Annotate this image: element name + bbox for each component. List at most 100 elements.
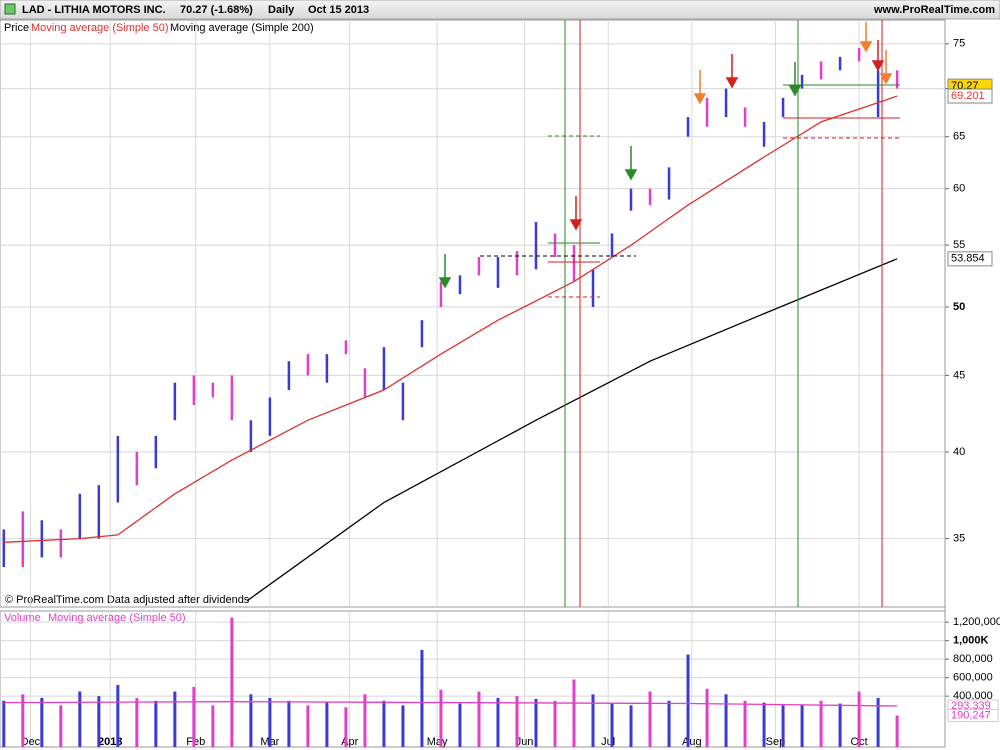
volume-bar <box>325 702 329 747</box>
period: Daily <box>268 4 295 16</box>
volume-bar <box>59 705 63 747</box>
volume-bar <box>401 705 405 747</box>
y-tick-label: 1,200,000 <box>953 616 1000 628</box>
sell-arrow <box>871 40 885 72</box>
x-tick-label: Aug <box>682 736 702 748</box>
volume-bar <box>116 685 120 747</box>
date: Oct 15 2013 <box>308 4 369 16</box>
y-tick-label: 45 <box>953 369 965 381</box>
volume-bar <box>154 700 158 747</box>
buy-arrow <box>624 146 638 181</box>
volume-bar <box>97 696 101 747</box>
price-tag <box>947 88 993 104</box>
chart-title: LAD - LITHIA MOTORS INC. <box>22 4 166 16</box>
price-tag <box>947 251 993 267</box>
legend-price: Price <box>4 22 29 34</box>
y-tick-label: 35 <box>953 533 965 545</box>
last-price: 70.27 (-1.68%) <box>180 4 253 16</box>
legend-ma50: Moving average (Simple 50) <box>31 22 169 34</box>
volume-bar <box>382 700 386 747</box>
legend: Price Moving average (Simple 50) Moving … <box>4 22 314 624</box>
volume-bar <box>648 691 652 747</box>
x-tick-label: Apr <box>341 736 358 748</box>
volume-bar <box>230 617 234 747</box>
volume-bar <box>800 705 804 747</box>
y-tick-label: 65 <box>953 131 965 143</box>
footnote: © ProRealTime.com Data adjusted after di… <box>5 594 250 606</box>
line-series <box>246 258 898 602</box>
volume-bar <box>78 691 82 747</box>
signals <box>438 20 900 607</box>
volume-bar <box>40 697 44 747</box>
volume-bar <box>819 700 823 747</box>
buy-arrow <box>438 254 452 289</box>
price-tag-label: 53.854 <box>951 253 985 265</box>
volume-bar <box>420 649 424 747</box>
volume-tag-label: 190,247 <box>951 709 991 721</box>
volume-bar <box>857 691 861 747</box>
line-series <box>3 701 898 707</box>
y-tick-label: 40 <box>953 446 965 458</box>
volume-bar <box>477 691 481 747</box>
volume-bar <box>268 697 272 747</box>
x-tick-label: Jun <box>516 736 534 748</box>
y-tick-label: 50 <box>953 301 965 313</box>
x-tick-label: Feb <box>186 736 205 748</box>
volume-bar <box>534 698 538 747</box>
volume-bar <box>2 700 6 747</box>
volume-bar <box>610 703 614 747</box>
x-tick-label: Dec <box>21 736 41 748</box>
y-tick-label: 55 <box>953 239 965 251</box>
source: www.ProRealTime.com <box>873 4 995 16</box>
volume-bar <box>192 686 196 747</box>
x-tick-label: Sep <box>766 736 786 748</box>
volume-bar <box>21 694 25 747</box>
volume-bar <box>553 700 557 747</box>
header-icon <box>4 3 16 15</box>
price-tag-label: 69.201 <box>951 90 985 102</box>
volume-bar <box>496 697 500 747</box>
plot: Dec2013FebMarAprMayJunJulAugSepOct354045… <box>0 20 1000 748</box>
volume-bar <box>876 697 880 747</box>
buy-arrow <box>788 62 802 97</box>
x-tick-label: May <box>427 736 448 748</box>
volume-bar <box>838 703 842 747</box>
line-series <box>3 95 898 543</box>
volume-bar <box>781 705 785 747</box>
volume-bar <box>306 705 310 747</box>
volume-tag <box>947 709 999 723</box>
volume-bar <box>515 696 519 747</box>
volume-bar <box>572 679 576 747</box>
legend-ma200: Moving average (Simple 200) <box>170 22 314 34</box>
volume-bar <box>363 694 367 747</box>
volume-bar <box>895 715 899 747</box>
volume-bar <box>439 689 443 747</box>
y-tick-label: 800,000 <box>953 653 993 665</box>
header-bar <box>0 0 1000 20</box>
volume-bar <box>249 694 253 747</box>
exit-arrow <box>859 22 873 53</box>
sell-arrow <box>569 196 583 231</box>
y-tick-label: 1,000K <box>953 635 989 647</box>
volume-bar <box>629 705 633 747</box>
volume-bar <box>762 702 766 747</box>
sell-arrow <box>725 54 739 89</box>
volume-bar <box>458 703 462 747</box>
volume-tag-label: 293,339 <box>951 700 991 712</box>
volume-bar <box>724 694 728 747</box>
y-tick-label: 75 <box>953 38 965 50</box>
exit-arrow <box>693 70 707 105</box>
legend-volume-ma: Moving average (Simple 50) <box>48 612 186 624</box>
volume-bar <box>287 700 291 747</box>
y-tick-label: 400,000 <box>953 690 993 702</box>
volume-bar <box>743 700 747 747</box>
volume-bar <box>135 697 139 747</box>
volume-bar <box>705 688 709 747</box>
volume-bar <box>686 654 690 747</box>
exit-arrow <box>879 50 893 85</box>
y-tick-label: 60 <box>953 183 965 195</box>
volume-bar <box>173 691 177 747</box>
volume-bar <box>344 707 348 747</box>
volume-bar <box>591 694 595 747</box>
